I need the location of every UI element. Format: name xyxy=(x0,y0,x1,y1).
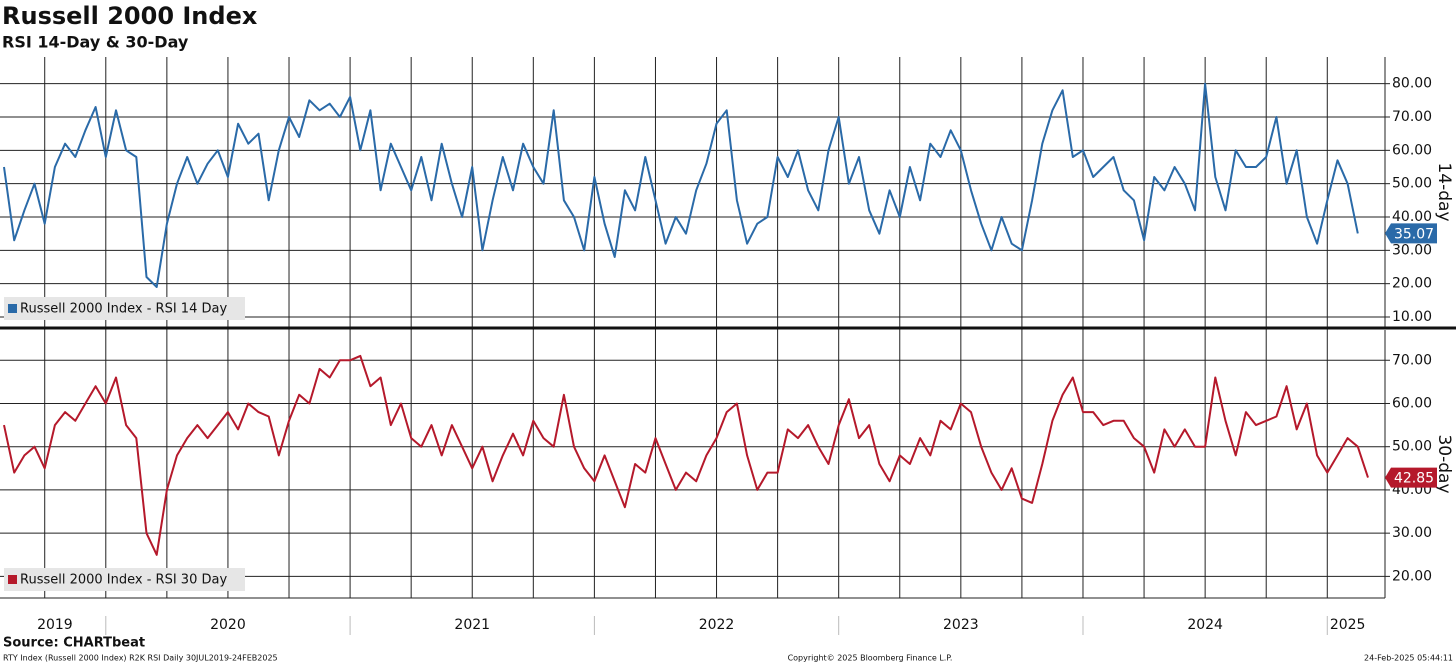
chart-subtitle: RSI 14-Day & 30-Day xyxy=(2,33,189,52)
y-tick-label: 20.00 xyxy=(1392,276,1432,292)
footer-center: Copyright© 2025 Bloomberg Finance L.P. xyxy=(788,654,953,663)
y-axis-label: 14-day xyxy=(1434,162,1454,221)
y-tick-label: 50.00 xyxy=(1392,176,1432,192)
footer-right: 24-Feb-2025 05:44:11 xyxy=(1364,654,1453,663)
last-value-box xyxy=(1385,467,1437,488)
legend-swatch xyxy=(8,575,17,584)
last-value-box xyxy=(1385,223,1437,244)
legend-box xyxy=(4,297,245,320)
x-tick-label: 2024 xyxy=(1187,617,1223,633)
y-tick-label: 30.00 xyxy=(1392,525,1432,541)
footer-left: RTY Index (Russell 2000 Index) R2K RSI D… xyxy=(3,654,278,663)
y-tick-label: 80.00 xyxy=(1392,76,1432,92)
y-tick-label: 50.00 xyxy=(1392,439,1432,455)
y-tick-label: 70.00 xyxy=(1392,352,1432,368)
legend-swatch xyxy=(8,304,17,313)
y-tick-label: 10.00 xyxy=(1392,309,1432,325)
last-value-label: 35.07 xyxy=(1394,226,1434,242)
x-tick-label: 2023 xyxy=(943,617,979,633)
x-tick-label: 2019 xyxy=(37,617,73,633)
x-tick-label: 2021 xyxy=(454,617,490,633)
legend-box xyxy=(4,568,245,591)
y-tick-label: 30.00 xyxy=(1392,242,1432,258)
y-tick-label: 40.00 xyxy=(1392,209,1432,225)
source: Source: CHARTbeat xyxy=(3,636,145,651)
y-tick-label: 60.00 xyxy=(1392,142,1432,158)
chart-title: Russell 2000 Index xyxy=(2,2,258,30)
legend-label: Russell 2000 Index - RSI 14 Day xyxy=(20,302,227,317)
last-value-label: 42.85 xyxy=(1394,471,1434,487)
y-tick-label: 20.00 xyxy=(1392,568,1432,584)
y-tick-label: 60.00 xyxy=(1392,395,1432,411)
series-line xyxy=(3,354,1369,556)
series-line xyxy=(3,82,1359,288)
y-tick-label: 70.00 xyxy=(1392,109,1432,125)
x-tick-label: 2022 xyxy=(699,617,735,633)
x-tick-label: 2025 xyxy=(1330,617,1366,633)
legend-label: Russell 2000 Index - RSI 30 Day xyxy=(20,573,227,588)
y-axis-label: 30-day xyxy=(1434,434,1454,493)
x-tick-label: 2020 xyxy=(210,617,246,633)
